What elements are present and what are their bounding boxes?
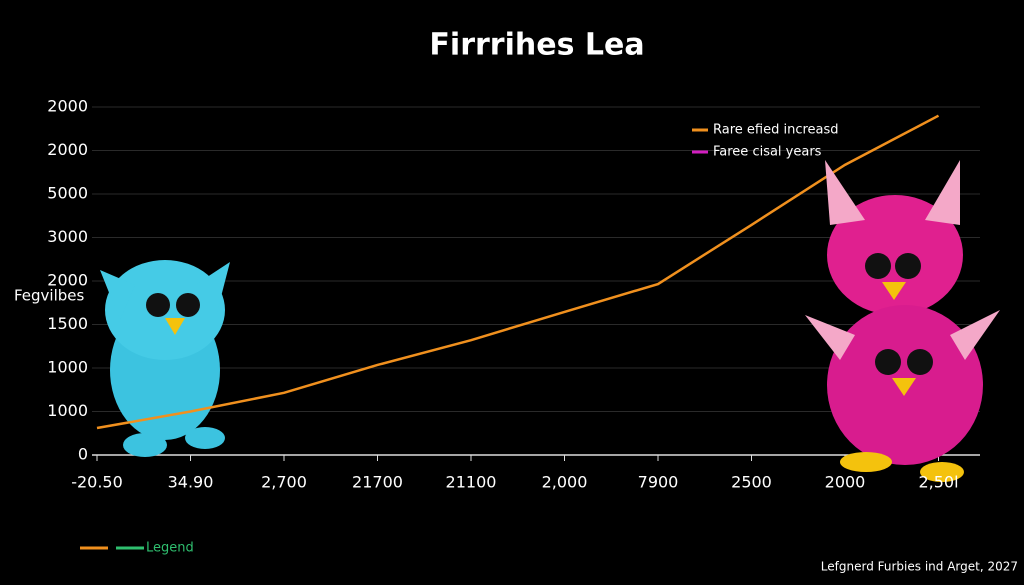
y-tick-label: 1500 — [47, 314, 88, 333]
pink-furbies — [805, 160, 1000, 482]
x-tick-label: 2,000 — [542, 473, 588, 492]
y-tick-label: 1000 — [47, 401, 88, 420]
y-tick-label: 0 — [78, 445, 88, 464]
y-tick-label: 2000 — [47, 97, 88, 116]
y-tick-label: 3000 — [47, 227, 88, 246]
legend-label: Rare efied increasd — [713, 123, 839, 138]
bottom-legend-label: Legend — [146, 541, 194, 556]
x-tick-label: 2,700 — [261, 473, 307, 492]
x-tick-label: 2,50l — [918, 473, 958, 492]
x-tick-label: 34.90 — [168, 473, 214, 492]
chart-title: Firrrihes Lea — [429, 28, 644, 63]
x-tick-label: 2000 — [825, 473, 866, 492]
x-tick-label: 21100 — [446, 473, 497, 492]
x-tick-label: 21700 — [352, 473, 403, 492]
data-line — [96, 114, 940, 430]
y-tick-label: 2000 — [47, 271, 88, 290]
legend-label: Faree cisal years — [713, 145, 822, 160]
blue-furby — [100, 260, 230, 457]
x-tick-label: 2500 — [731, 473, 772, 492]
y-tick-label: 1000 — [47, 358, 88, 377]
x-tick-label: -20.50 — [71, 473, 123, 492]
x-tick-label: 7900 — [638, 473, 679, 492]
y-axis-label: Fegvilbes — [14, 287, 85, 305]
footer: Lefgnerd Furbies ind Arget, 2027 — [821, 560, 1018, 574]
y-tick-label: 5000 — [47, 184, 88, 203]
y-tick-label: 2000 — [47, 140, 88, 159]
